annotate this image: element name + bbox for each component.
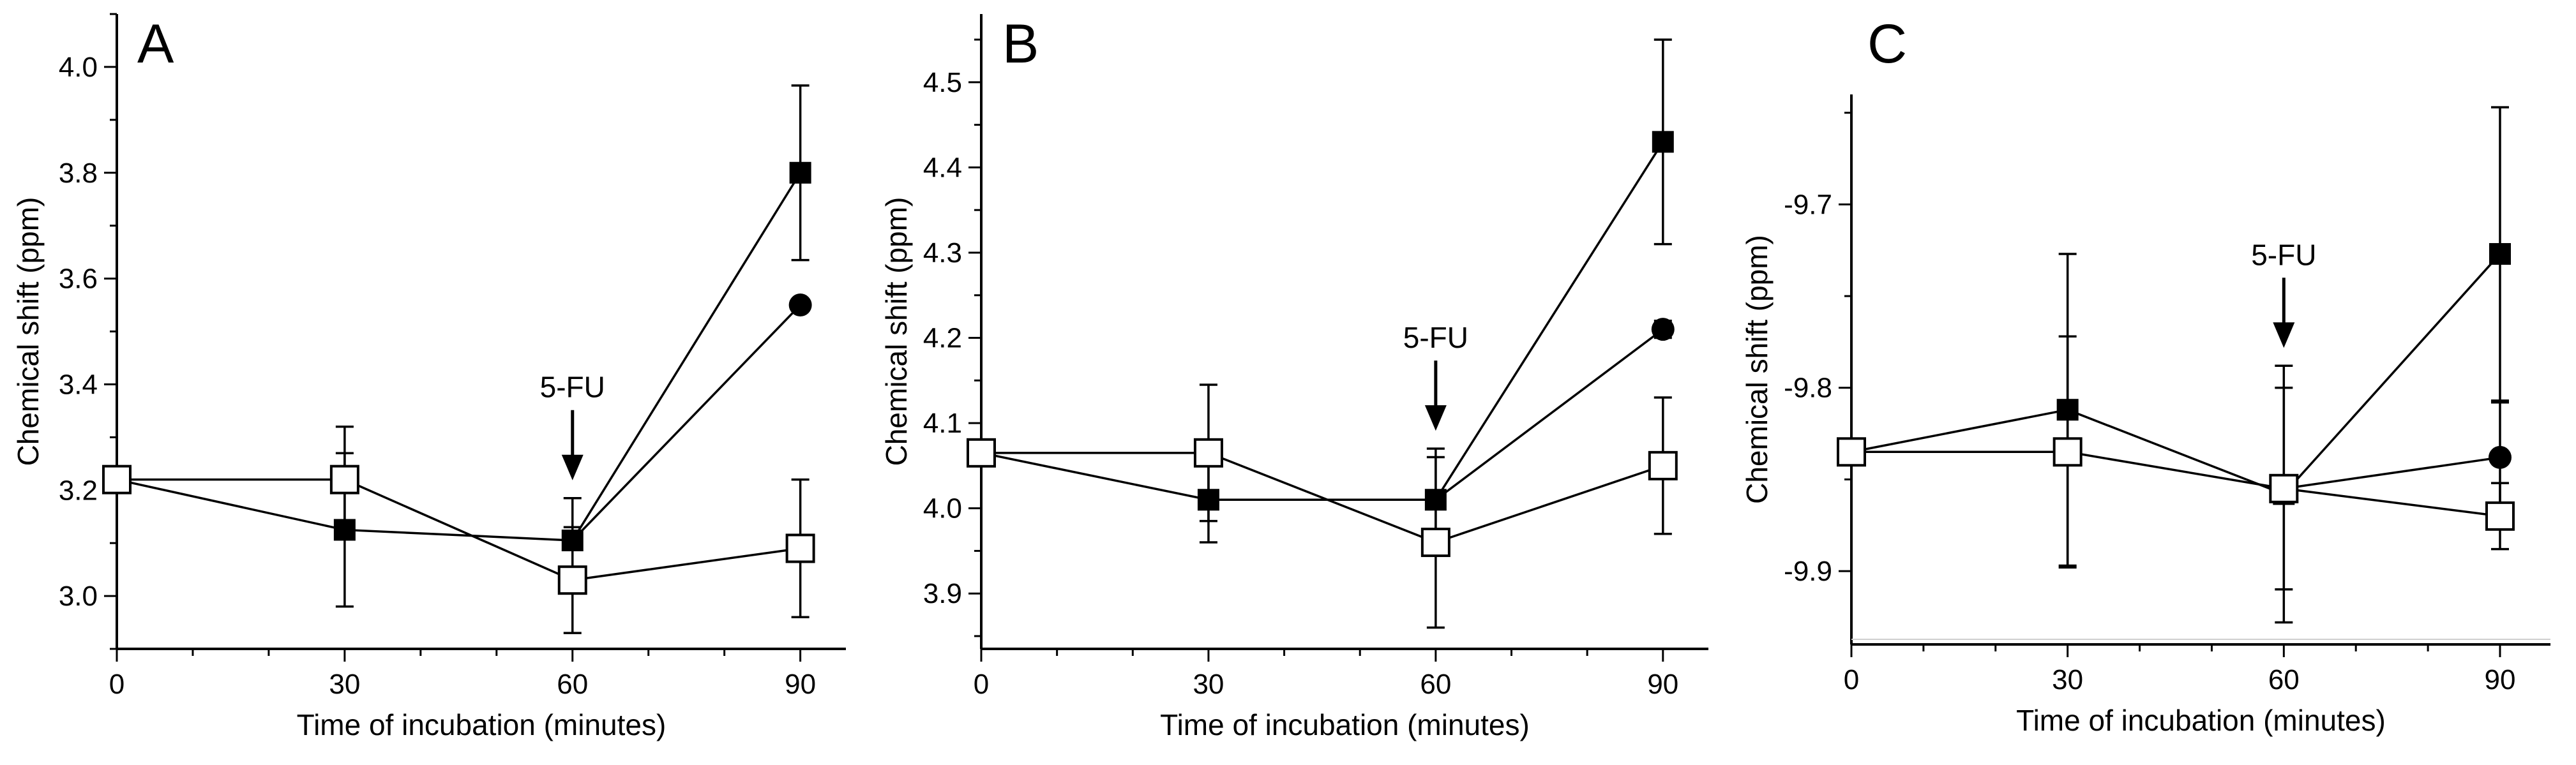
data-point-filled-square bbox=[333, 519, 356, 541]
y-tick-label: -9.7 bbox=[1784, 189, 1832, 220]
panel-c: C 0 30 60 90 -9.9 -9.8 -9.7 Time of incubation (… bbox=[1740, 13, 2550, 737]
annotation-arrow-head bbox=[2273, 322, 2295, 348]
annotation-arrow-head bbox=[1424, 405, 1447, 431]
series-line bbox=[571, 304, 801, 542]
data-point-open-square bbox=[102, 464, 132, 494]
y-tick-label: 4.1 bbox=[923, 408, 962, 439]
data-point-open-square bbox=[2485, 501, 2515, 531]
series-line bbox=[981, 452, 1664, 544]
data-point-open-square bbox=[785, 533, 815, 563]
x-tick-label: 60 bbox=[2268, 664, 2300, 695]
data-point-filled-square bbox=[1424, 489, 1447, 511]
y-tick-label: 4.0 bbox=[923, 493, 962, 524]
annotation-label: 5-FU bbox=[1403, 321, 1468, 354]
x-axis-title: Time of incubation (minutes) bbox=[2016, 704, 2386, 737]
series-line bbox=[1851, 450, 2501, 517]
y-tick-label: -9.8 bbox=[1784, 373, 1832, 404]
data-point-open-square bbox=[1193, 438, 1223, 468]
y-tick-label: 3.9 bbox=[923, 578, 962, 609]
panel-a: A 0 30 60 90 3.0 3.2 3.4 3.6 3.8 4.0 Time of incuba… bbox=[11, 13, 846, 741]
annotation-label: 5-FU bbox=[540, 371, 605, 404]
series-line bbox=[1851, 253, 2501, 496]
x-axis-title: Time of incubation (minutes) bbox=[1160, 708, 1530, 741]
y-axis-title: Chemical shift (ppm) bbox=[11, 197, 45, 466]
data-point-open-square bbox=[1420, 528, 1450, 558]
x-tick-label: 30 bbox=[329, 669, 360, 700]
data-point-open-square bbox=[557, 565, 587, 595]
x-tick-label: 0 bbox=[1844, 664, 1859, 695]
data-point-open-square bbox=[1648, 450, 1678, 480]
series-line bbox=[981, 141, 1664, 501]
x-tick-label: 90 bbox=[2485, 664, 2516, 695]
data-point-filled-square bbox=[2056, 399, 2079, 421]
x-tick-label: 0 bbox=[974, 669, 989, 700]
data-point-filled-circle bbox=[1651, 318, 1675, 341]
panel-letter: A bbox=[137, 13, 174, 75]
x-tick-label: 90 bbox=[1647, 669, 1678, 700]
y-tick-label: 3.8 bbox=[59, 158, 98, 189]
data-point-open-square bbox=[1837, 437, 1866, 467]
series-line bbox=[2284, 456, 2501, 490]
panel-letter: B bbox=[1002, 13, 1039, 75]
series-line bbox=[116, 172, 802, 542]
x-tick-label: 30 bbox=[2052, 664, 2083, 695]
y-tick-label: 3.0 bbox=[59, 581, 98, 612]
data-point-filled-square bbox=[1652, 131, 1674, 153]
x-tick-label: 0 bbox=[109, 669, 124, 700]
data-point-open-square bbox=[329, 464, 359, 494]
y-tick-label: 3.2 bbox=[59, 475, 98, 506]
y-tick-label: 3.6 bbox=[59, 264, 98, 295]
y-tick-label: -9.9 bbox=[1784, 556, 1832, 587]
y-axis-title: Chemical shift (ppm) bbox=[1740, 235, 1774, 504]
data-point-open-square bbox=[2053, 437, 2083, 467]
y-tick-label: 4.3 bbox=[923, 237, 962, 269]
panel-letter: C bbox=[1867, 13, 1907, 75]
y-tick-label: 3.4 bbox=[59, 369, 98, 400]
data-point-filled-square bbox=[561, 530, 584, 552]
data-point-filled-square bbox=[789, 161, 811, 184]
data-point-open-square bbox=[2269, 473, 2299, 503]
annotation-arrow-head bbox=[561, 454, 584, 480]
data-point-filled-circle bbox=[788, 293, 812, 317]
x-tick-label: 30 bbox=[1193, 669, 1224, 700]
data-point-filled-circle bbox=[2488, 445, 2512, 469]
series-line bbox=[1435, 328, 1664, 501]
y-tick-label: 4.2 bbox=[923, 323, 962, 354]
data-point-filled-square bbox=[2489, 242, 2511, 265]
x-axis-title: Time of incubation (minutes) bbox=[297, 708, 667, 741]
y-tick-label: 4.0 bbox=[59, 52, 98, 83]
data-point-open-square bbox=[967, 438, 996, 468]
panel-b: B 0 30 60 90 3.9 4.0 4.1 4.2 4.3 4.4 4.5 Time of inc… bbox=[880, 13, 1708, 741]
y-tick-label: 4.4 bbox=[923, 152, 962, 183]
data-point-filled-square bbox=[1197, 489, 1219, 511]
y-axis-title: Chemical shift (ppm) bbox=[880, 197, 913, 466]
x-tick-label: 60 bbox=[557, 669, 588, 700]
series-line bbox=[117, 478, 801, 582]
y-tick-label: 4.5 bbox=[923, 67, 962, 98]
x-tick-label: 60 bbox=[1420, 669, 1451, 700]
annotation-label: 5-FU bbox=[2251, 238, 2316, 271]
x-tick-label: 90 bbox=[785, 669, 816, 700]
